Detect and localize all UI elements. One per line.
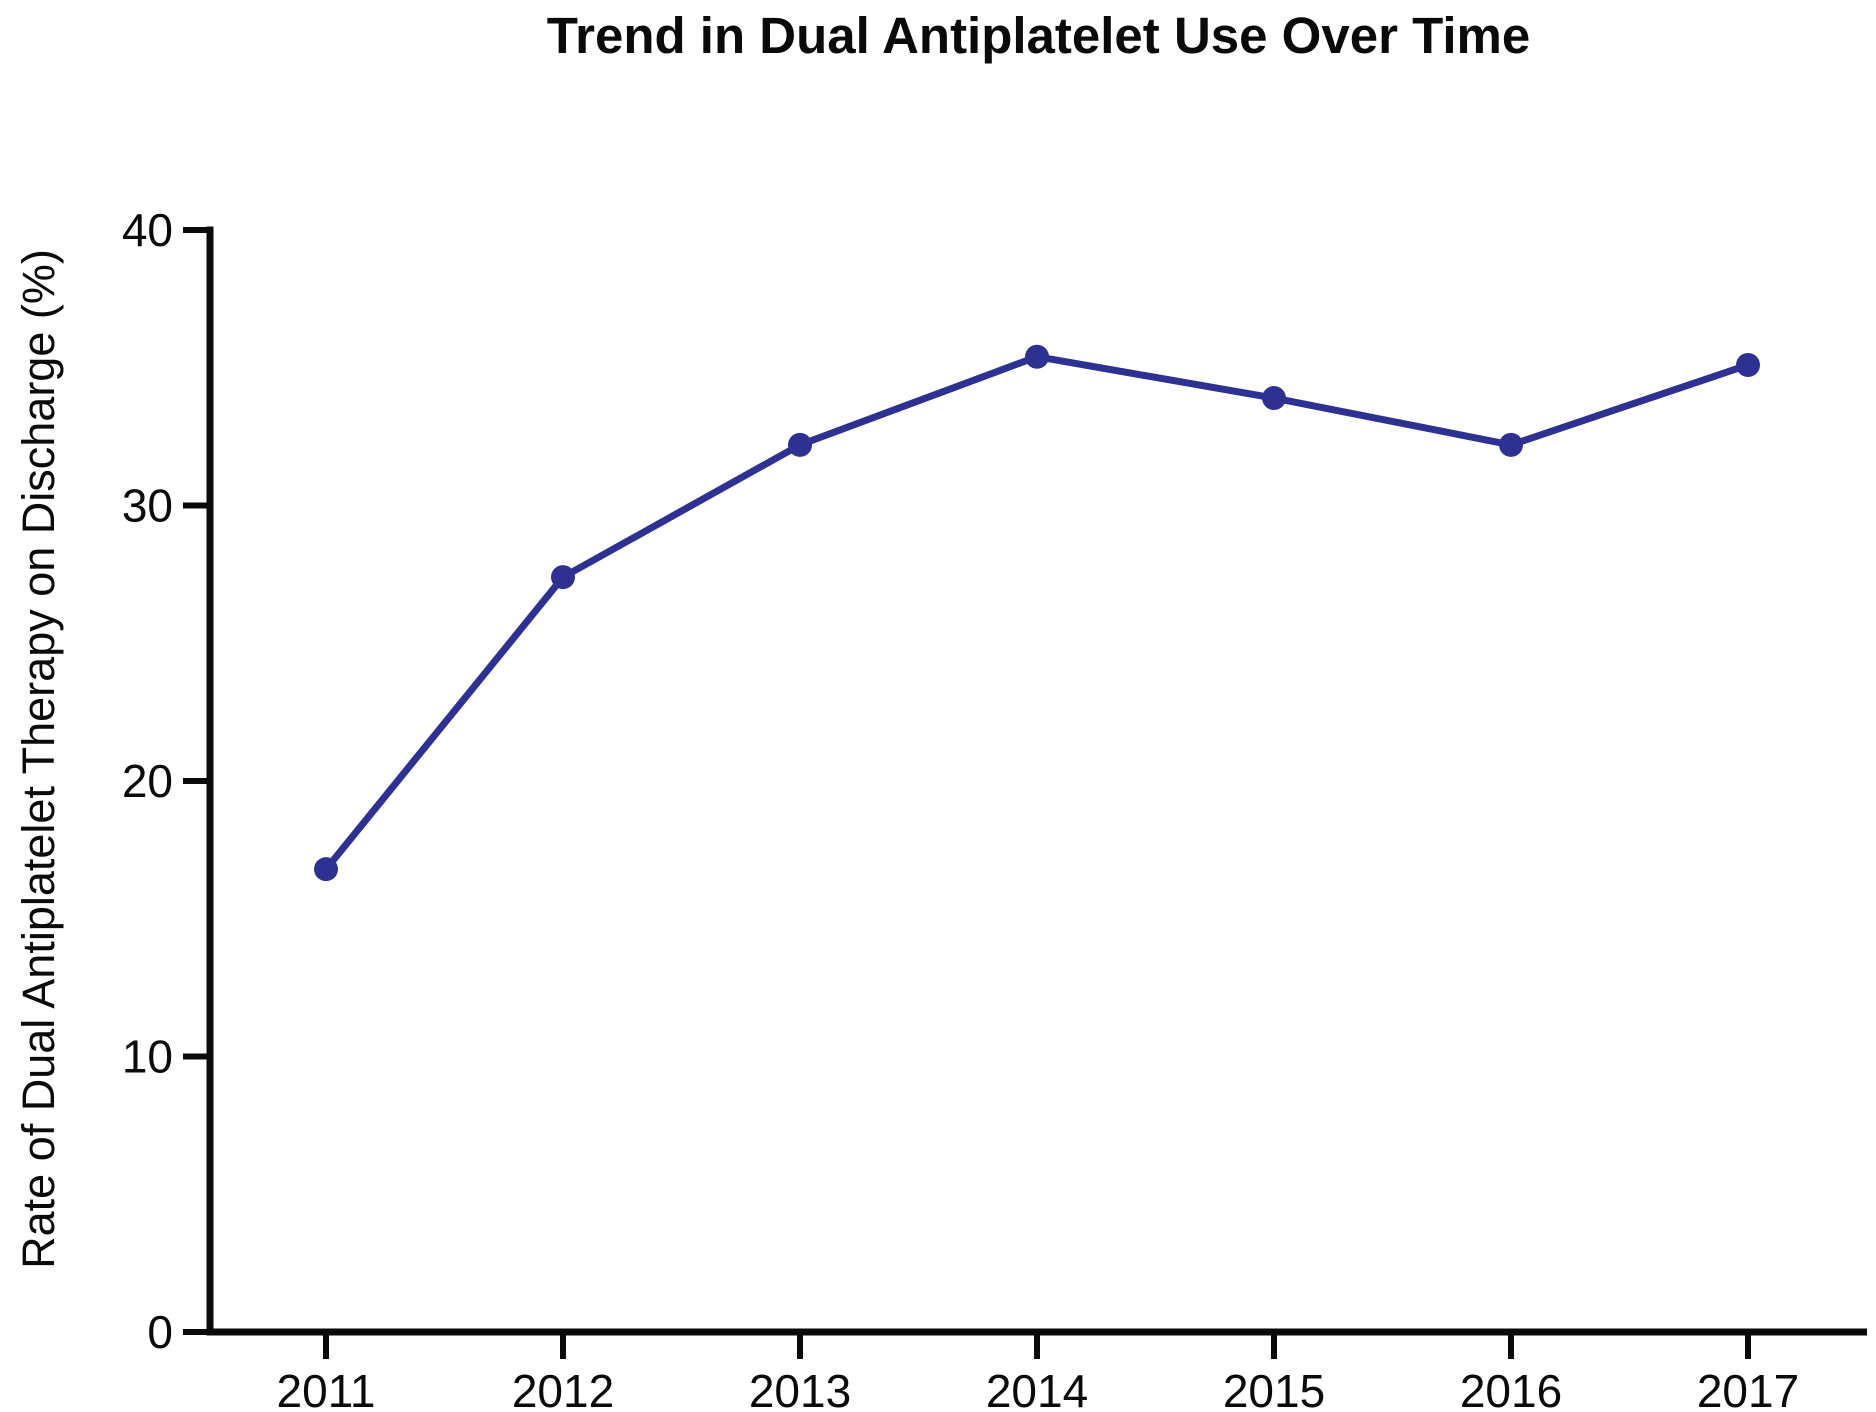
data-point-2011	[314, 857, 338, 882]
data-point-2015	[1262, 386, 1286, 411]
x-tick-label: 2017	[1697, 1365, 1799, 1412]
data-point-2014	[1025, 344, 1049, 369]
x-tick-label: 2015	[1223, 1365, 1325, 1412]
chart-title: Trend in Dual Antiplatelet Use Over Time	[546, 7, 1531, 64]
x-tick-label: 2012	[512, 1365, 614, 1412]
x-tick-label: 2013	[749, 1365, 851, 1412]
data-point-2013	[788, 432, 812, 457]
y-tick-label: 0	[147, 1306, 173, 1358]
x-tick-label: 2014	[986, 1365, 1088, 1412]
y-tick-label: 30	[122, 480, 173, 532]
x-tick-label: 2011	[277, 1365, 376, 1412]
trend-line	[322, 353, 1752, 873]
data-point-2012	[551, 565, 575, 590]
y-tick-label: 20	[122, 755, 173, 807]
data-point-2017	[1736, 352, 1760, 377]
y-tick-label: 10	[122, 1031, 173, 1083]
data-point-2016	[1499, 432, 1523, 457]
x-tick-label: 2016	[1460, 1365, 1562, 1412]
y-tick-label: 40	[122, 204, 173, 256]
